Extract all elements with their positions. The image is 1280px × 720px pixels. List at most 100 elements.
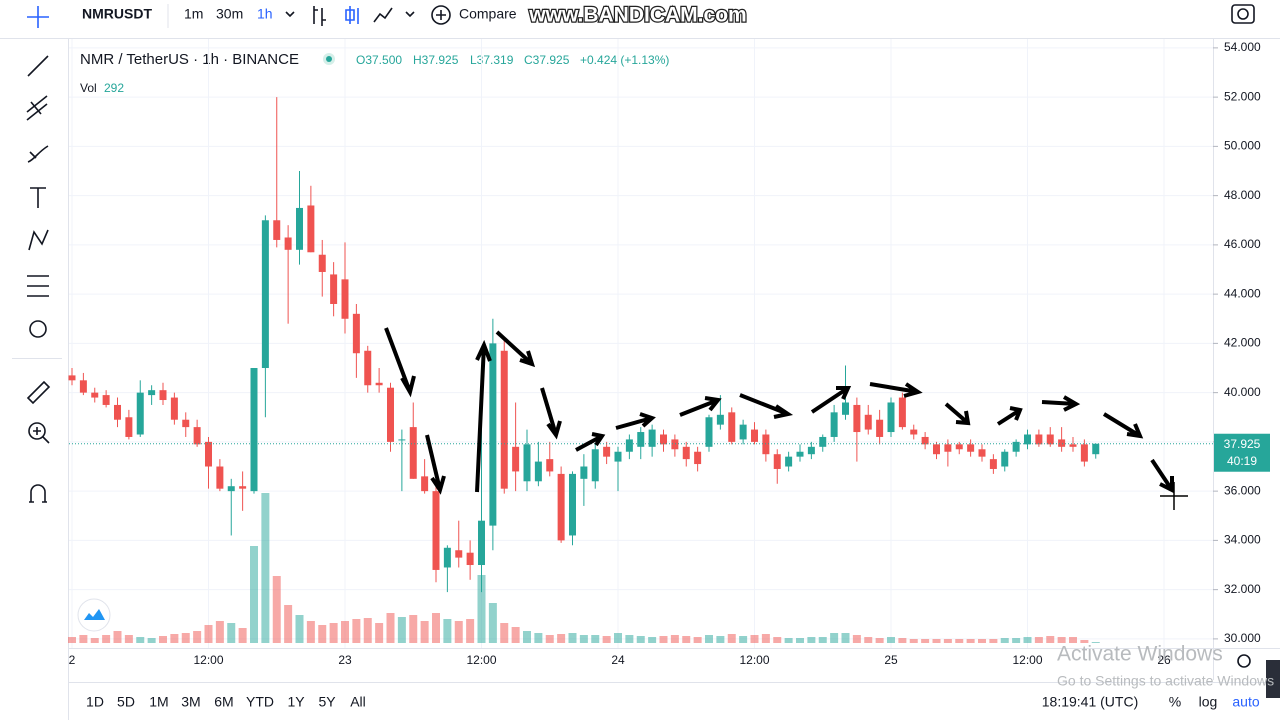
volume-bar	[807, 637, 816, 643]
volume-bar	[830, 633, 839, 643]
candle-body	[694, 451, 702, 465]
percent-toggle[interactable]: %	[1169, 694, 1181, 710]
camera-icon[interactable]	[1231, 4, 1255, 24]
volume-bar	[716, 636, 725, 643]
x-tick-label: 12:00	[739, 653, 769, 667]
x-tick-label: 23	[338, 653, 352, 667]
log-toggle[interactable]: log	[1199, 694, 1218, 710]
emoji-tool[interactable]	[29, 320, 47, 338]
compare-button[interactable]: Compare	[459, 6, 517, 22]
range-button[interactable]: 1D	[86, 694, 104, 710]
auto-toggle[interactable]: auto	[1232, 694, 1259, 710]
volume-bar	[1000, 638, 1009, 643]
magnet-tool[interactable]	[29, 484, 47, 503]
compare-icon[interactable]	[431, 5, 451, 25]
volume-bar	[545, 635, 554, 643]
volume-bar	[466, 619, 475, 643]
candle-body	[341, 279, 349, 319]
candle-body	[523, 444, 531, 482]
volume-bar	[864, 637, 873, 643]
range-button[interactable]: 5Y	[318, 694, 336, 710]
range-button[interactable]: YTD	[246, 694, 274, 710]
dropdown-icon[interactable]	[405, 11, 415, 18]
volume-bar	[784, 638, 793, 643]
zoom-tool[interactable]	[28, 422, 46, 440]
range-button[interactable]: 6M	[214, 694, 233, 710]
volume-bar	[432, 613, 440, 643]
candle-body	[136, 392, 144, 435]
volume-bar	[602, 636, 611, 643]
volume-bar	[79, 635, 88, 643]
volume-bar	[124, 635, 133, 643]
area-icon[interactable]	[373, 7, 393, 23]
y-tick-label: 34.000	[1224, 533, 1261, 547]
range-button[interactable]: 5D	[117, 694, 135, 710]
candle-body	[159, 390, 167, 401]
settings-icon[interactable]	[1237, 654, 1251, 668]
y-tick-label: 50.000	[1224, 139, 1261, 153]
candles-icon[interactable]	[345, 6, 359, 24]
trendline-tool[interactable]	[27, 55, 49, 77]
symbol[interactable]: NMRUSDT	[82, 6, 152, 22]
candle-body	[68, 375, 76, 381]
candle-body	[989, 459, 997, 469]
candle-body	[569, 473, 576, 536]
last-price-tag	[1214, 433, 1270, 472]
volume-bar	[989, 639, 998, 643]
x-tick-label: 26	[1157, 653, 1171, 667]
range-button[interactable]: All	[350, 694, 366, 710]
volume-bar	[397, 617, 406, 643]
volume-bar	[215, 621, 224, 643]
volume-bar	[761, 634, 770, 643]
volume-bar	[204, 625, 213, 643]
candle-body	[1058, 439, 1066, 447]
range-button[interactable]: 3M	[181, 694, 200, 710]
y-tick-label: 30.000	[1224, 631, 1261, 645]
text-tool[interactable]	[30, 187, 46, 208]
volume-bar	[295, 615, 304, 643]
candle-body	[751, 429, 758, 442]
candle-body	[534, 461, 542, 482]
volume-bar	[579, 635, 588, 643]
candle-body	[762, 434, 770, 455]
dropdown-icon[interactable]	[285, 11, 295, 18]
brush-tool[interactable]	[27, 145, 49, 163]
interval-active[interactable]: 1h	[257, 6, 273, 22]
candle-body	[853, 404, 861, 433]
interval[interactable]: 30m	[216, 6, 243, 22]
volume-bar	[341, 621, 349, 643]
volume-bar	[1091, 642, 1100, 643]
candle-body	[603, 446, 611, 457]
volume-bar	[750, 635, 759, 643]
pattern-tool[interactable]	[28, 229, 49, 251]
ruler-tool[interactable]	[26, 380, 51, 405]
candle-body	[921, 436, 929, 445]
bars-icon[interactable]	[313, 6, 326, 26]
logo-badge[interactable]	[77, 598, 111, 632]
fib-tool[interactable]	[26, 95, 48, 121]
volume-bar	[238, 628, 247, 643]
prediction-tool[interactable]	[27, 275, 49, 297]
range-button[interactable]: 1M	[149, 694, 168, 710]
volume-bar	[875, 638, 884, 643]
candle-body	[239, 486, 247, 489]
range-button[interactable]: 1Y	[287, 694, 305, 710]
interval[interactable]: 1m	[184, 6, 203, 22]
volume-bar	[625, 635, 634, 643]
candle-body	[500, 350, 508, 489]
candle-body	[682, 446, 690, 460]
annotation-arrow	[475, 339, 492, 493]
candle-body	[307, 205, 315, 253]
volume-bar	[534, 633, 543, 643]
volume-label: Vol	[80, 81, 97, 95]
annotation-arrow	[679, 396, 722, 417]
crosshair-tool[interactable]	[27, 6, 49, 28]
annotation-arrow	[739, 393, 794, 419]
camera-lens	[1237, 8, 1249, 20]
volume-bar	[727, 634, 736, 643]
candle-body	[933, 444, 940, 455]
x-tick-label: 12:00	[193, 653, 223, 667]
annotation-arrow	[495, 330, 536, 368]
volume-bar	[636, 636, 645, 643]
